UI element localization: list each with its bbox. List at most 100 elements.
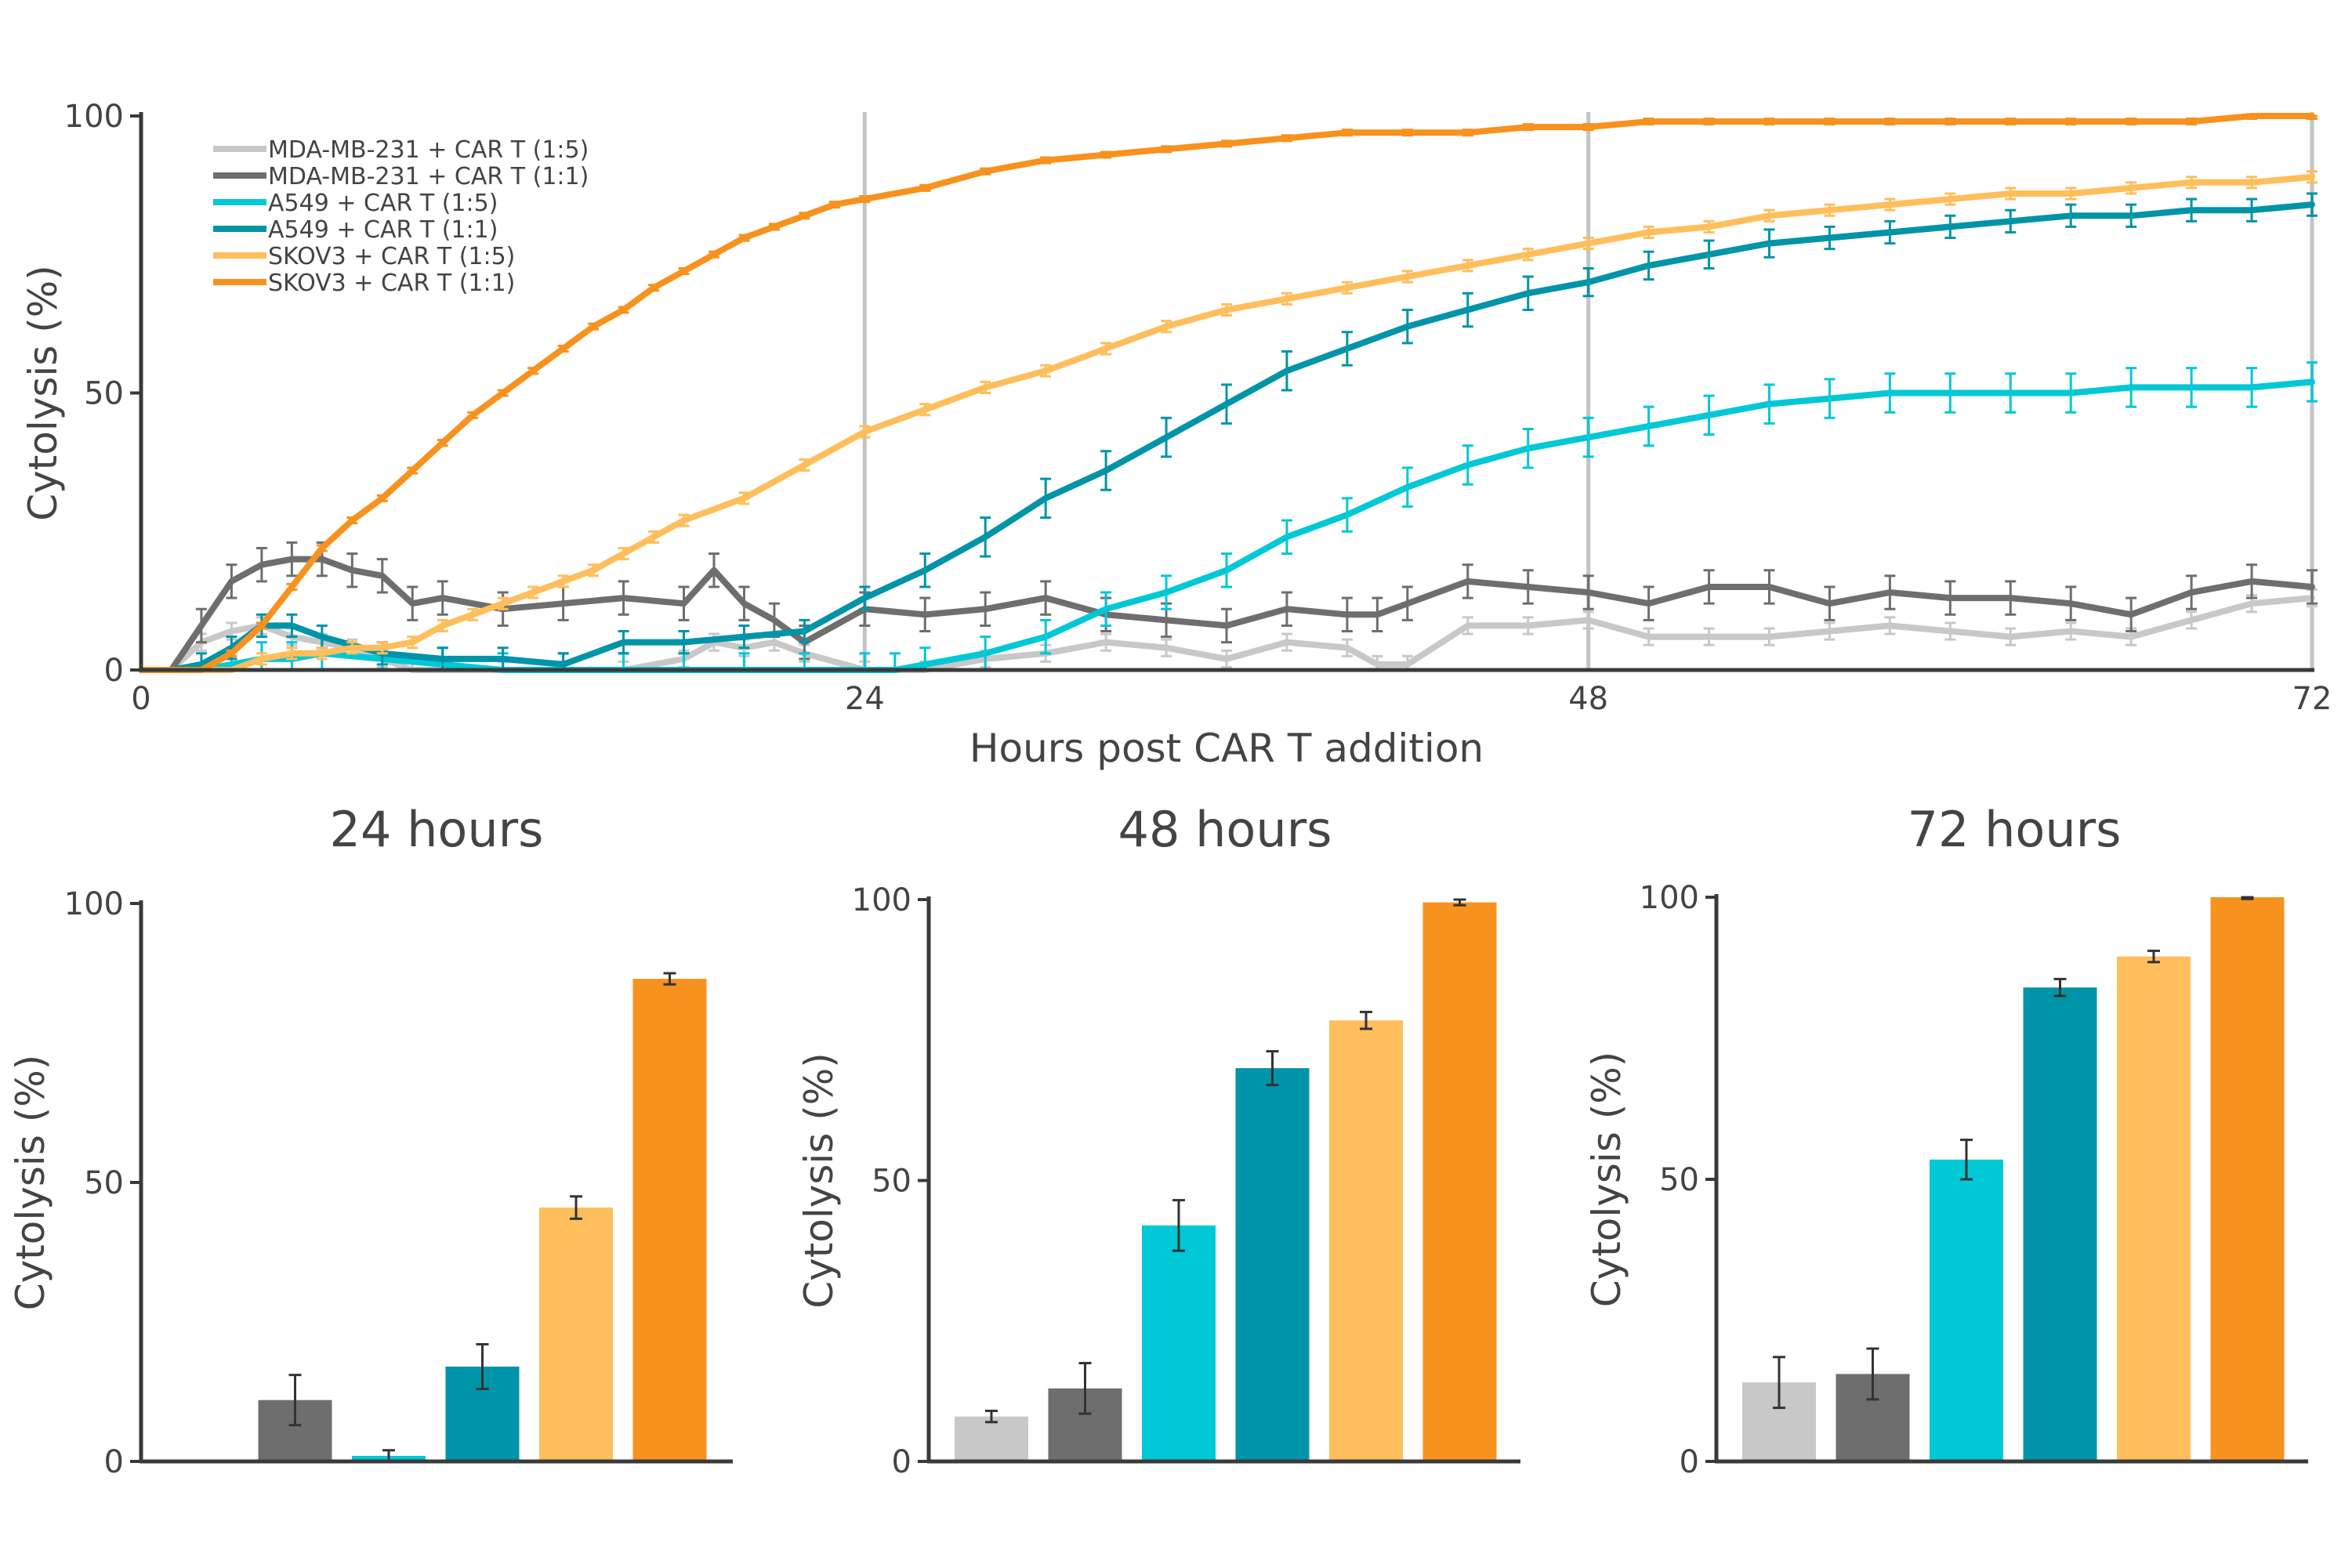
error-bar (1522, 569, 1534, 605)
error-bar (678, 630, 690, 655)
error-bar (2053, 977, 2067, 998)
error-bar (286, 613, 298, 639)
panel-title: 24 hours (330, 801, 544, 858)
panel-title: 48 hours (1118, 801, 1332, 858)
error-bar (2186, 367, 2198, 408)
error-bar (1582, 610, 1594, 630)
y-axis-title: Cytolysis (%) (796, 1052, 842, 1309)
error-bar (1341, 638, 1353, 657)
error-bar (1643, 585, 1654, 621)
error-bar (1372, 596, 1383, 633)
legend-label: MDA-MB-231 + CAR T (1:1) (268, 163, 589, 190)
error-bar (859, 585, 871, 610)
error-bar (346, 552, 358, 588)
x-tick-label: 72 (2292, 681, 2332, 717)
error-bar (557, 574, 569, 588)
error-bar (799, 618, 810, 644)
error-bar (1341, 497, 1353, 533)
error-bar (1462, 563, 1473, 599)
error-bar (437, 580, 448, 616)
timecourse-chart: 0 50 100 0 24 48 72 Hours post CAR T addition Cy… (20, 99, 2332, 771)
error-bar (1161, 638, 1172, 657)
error-bar (437, 618, 448, 633)
error-bar (1643, 250, 1654, 281)
error-bar (2065, 621, 2077, 641)
error-bar (497, 596, 509, 610)
bar-chart-1: 24 hours Cytolysis (%) 0 50 100 (8, 801, 733, 1480)
error-bar (1703, 239, 1715, 270)
error-bar (1341, 596, 1353, 633)
error-bar (255, 621, 267, 630)
error-bar (2065, 186, 2077, 201)
error-bar (980, 516, 991, 558)
bar (1422, 902, 1497, 1461)
error-bar (1341, 331, 1353, 367)
error-bar (255, 652, 267, 666)
error-bar (1401, 270, 1413, 284)
error-bar (1462, 292, 1473, 328)
series-5 (138, 170, 2318, 673)
error-bar (799, 458, 810, 472)
error-bar (1040, 618, 1052, 655)
error-bar (1884, 118, 1896, 126)
error-bar (708, 250, 719, 259)
y-tick-label: 100 (1640, 880, 1699, 916)
error-bar (1643, 627, 1654, 646)
error-bar (1462, 259, 1473, 273)
y-tick-label: 100 (64, 886, 124, 922)
error-bar (738, 585, 750, 621)
error-bar (1221, 607, 1232, 644)
error-bar (1281, 134, 1292, 143)
error-bar (919, 403, 931, 417)
error-bar (2125, 118, 2137, 126)
error-bar (1040, 477, 1052, 520)
bar-chart-2: 48 hours Cytolysis (%) 0 50 100 (796, 801, 1520, 1480)
error-bar (195, 607, 207, 644)
error-bar (570, 1195, 582, 1220)
error-bar (1401, 129, 1413, 137)
y-tick-label: 0 (104, 653, 124, 689)
error-bar (1763, 118, 1775, 126)
y-tick-label: 0 (104, 1444, 124, 1480)
y-tick-label: 50 (872, 1164, 911, 1200)
error-bar (2186, 118, 2198, 126)
error-bar (2307, 361, 2318, 403)
error-bar (2246, 367, 2258, 408)
error-bar (1582, 574, 1594, 610)
error-bar (708, 552, 719, 588)
error-bar (557, 344, 569, 353)
error-bar (527, 585, 539, 599)
legend-label: SKOV3 + CAR T (1:1) (268, 270, 515, 297)
error-bar (2065, 118, 2077, 126)
error-bar (1643, 405, 1654, 447)
error-bar (316, 544, 328, 552)
legend-label: A549 + CAR T (1:5) (268, 190, 498, 217)
error-bar (1078, 1362, 1092, 1415)
legend-label: MDA-MB-231 + CAR T (1:5) (268, 136, 589, 164)
error-bar (2065, 372, 2077, 414)
error-bar (2125, 367, 2137, 408)
error-bar (980, 167, 991, 176)
error-bar (476, 1342, 489, 1390)
y-tick-label: 100 (852, 882, 911, 918)
error-bar (2005, 208, 2017, 234)
bar (1235, 1068, 1310, 1461)
error-bar (407, 636, 419, 650)
error-bar (1582, 416, 1594, 458)
error-bar (2005, 580, 2017, 616)
error-bar (588, 563, 600, 578)
error-bar (1944, 214, 1956, 240)
error-bar (2241, 896, 2254, 900)
error-bar (286, 541, 298, 578)
error-bar (1100, 150, 1112, 159)
error-bar (2125, 596, 2137, 633)
error-bar (1884, 616, 1896, 636)
error-bar (1522, 616, 1534, 636)
error-bar (2065, 585, 2077, 621)
error-bar (1401, 466, 1413, 508)
error-bar (859, 195, 871, 204)
error-bar (1824, 621, 1836, 641)
error-bar (1401, 585, 1413, 621)
legend-label: A549 + CAR T (1:1) (268, 216, 498, 244)
